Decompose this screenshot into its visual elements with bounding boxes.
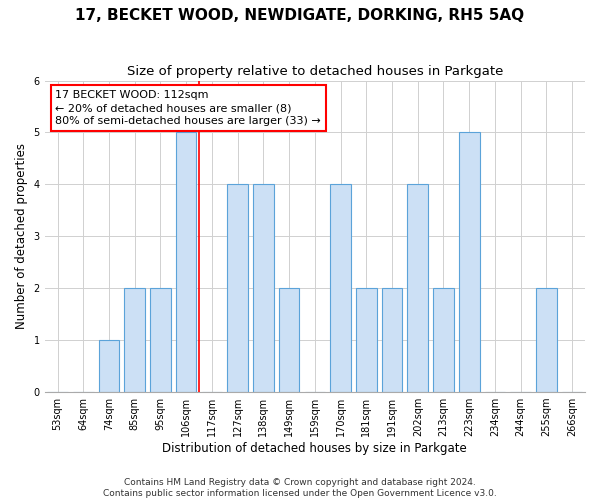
Bar bbox=[124, 288, 145, 392]
Text: Contains HM Land Registry data © Crown copyright and database right 2024.
Contai: Contains HM Land Registry data © Crown c… bbox=[103, 478, 497, 498]
Bar bbox=[356, 288, 377, 392]
Bar bbox=[407, 184, 428, 392]
Text: 17, BECKET WOOD, NEWDIGATE, DORKING, RH5 5AQ: 17, BECKET WOOD, NEWDIGATE, DORKING, RH5… bbox=[76, 8, 524, 22]
Bar bbox=[433, 288, 454, 392]
Bar bbox=[536, 288, 557, 392]
Bar bbox=[279, 288, 299, 392]
Title: Size of property relative to detached houses in Parkgate: Size of property relative to detached ho… bbox=[127, 65, 503, 78]
Bar bbox=[382, 288, 403, 392]
Bar bbox=[253, 184, 274, 392]
Bar bbox=[330, 184, 351, 392]
Bar bbox=[459, 132, 479, 392]
Bar bbox=[150, 288, 171, 392]
X-axis label: Distribution of detached houses by size in Parkgate: Distribution of detached houses by size … bbox=[163, 442, 467, 455]
Bar bbox=[227, 184, 248, 392]
Y-axis label: Number of detached properties: Number of detached properties bbox=[15, 144, 28, 330]
Text: 17 BECKET WOOD: 112sqm
← 20% of detached houses are smaller (8)
80% of semi-deta: 17 BECKET WOOD: 112sqm ← 20% of detached… bbox=[55, 90, 321, 126]
Bar bbox=[176, 132, 196, 392]
Bar bbox=[99, 340, 119, 392]
